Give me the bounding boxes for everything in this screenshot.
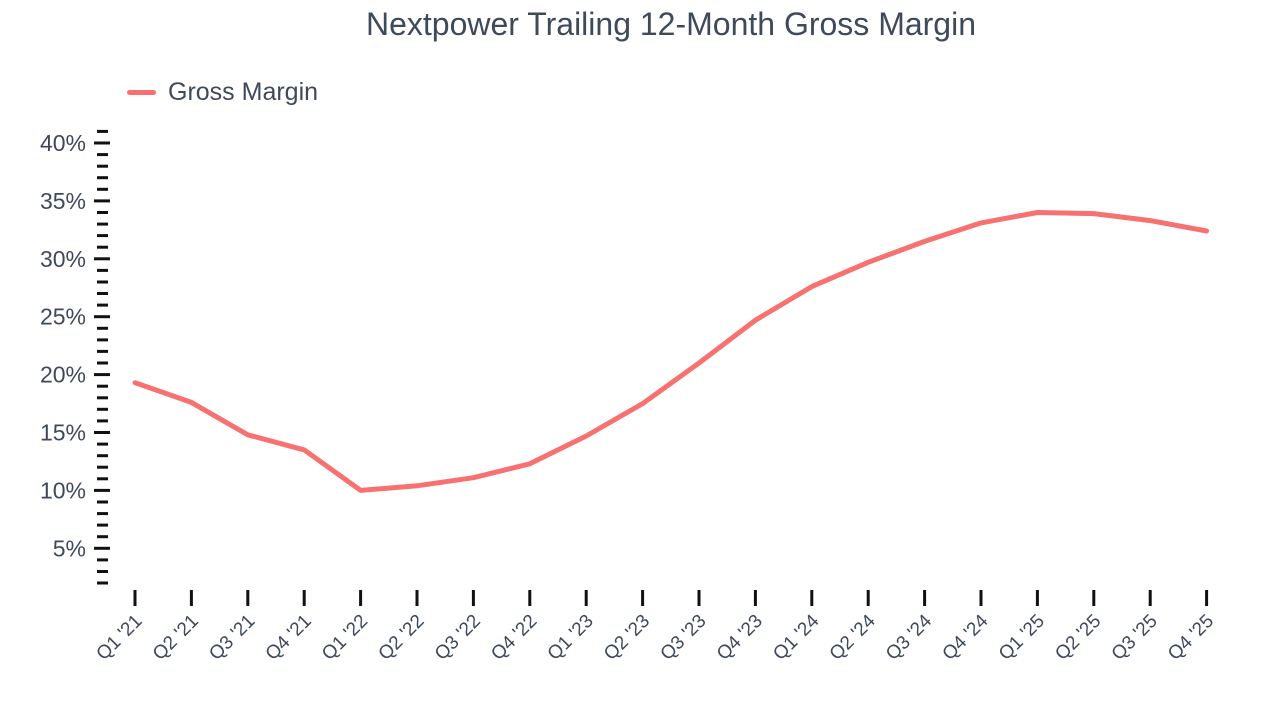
x-axis: Q1 '21 Q2 '21 Q3 '21 Q4 '21 Q1 '22 Q2 '22 Q3 '… bbox=[93, 590, 1218, 665]
x-tick-label: Q4 '25 bbox=[1164, 611, 1218, 665]
x-tick-label: Q4 '23 bbox=[713, 611, 767, 665]
gross-margin-line bbox=[132, 210, 1210, 493]
x-tick-label: Q2 '22 bbox=[375, 611, 429, 665]
x-tick-label: Q3 '25 bbox=[1108, 611, 1162, 665]
y-tick-label: 5% bbox=[53, 535, 86, 561]
chart-title: Nextpower Trailing 12-Month Gross Margin bbox=[365, 6, 976, 42]
legend-line-swatch bbox=[127, 89, 156, 95]
x-tick-label: Q3 '23 bbox=[657, 611, 711, 665]
x-tick-label: Q3 '21 bbox=[205, 611, 259, 665]
x-tick-label: Q1 '25 bbox=[995, 611, 1049, 665]
y-tick-label: 40% bbox=[40, 130, 86, 156]
y-tick-label: 15% bbox=[40, 420, 86, 446]
x-tick-label: Q1 '22 bbox=[318, 611, 372, 665]
x-tick-label: Q2 '24 bbox=[826, 610, 880, 664]
x-tick-label: Q2 '21 bbox=[149, 611, 203, 665]
x-tick-label: Q1 '24 bbox=[769, 610, 823, 664]
y-axis: 5% 10% 15% 20% 25% 30% 35% 40% bbox=[40, 129, 110, 585]
x-tick-label: Q1 '23 bbox=[544, 611, 598, 665]
y-tick-label: 20% bbox=[40, 362, 86, 388]
y-tick-label: 30% bbox=[40, 246, 86, 272]
y-tick-label: 25% bbox=[40, 304, 86, 330]
x-tick-label: Q4 '22 bbox=[487, 611, 541, 665]
x-tick-label: Q2 '25 bbox=[1051, 611, 1105, 665]
x-tick-label: Q3 '24 bbox=[882, 610, 936, 664]
y-tick-label: 35% bbox=[40, 188, 86, 214]
x-tick-label: Q4 '24 bbox=[939, 610, 993, 664]
x-tick-label: Q4 '21 bbox=[262, 611, 316, 665]
x-tick-label: Q2 '23 bbox=[600, 611, 654, 665]
legend-label: Gross Margin bbox=[168, 77, 319, 106]
x-tick-label: Q1 '21 bbox=[93, 611, 147, 665]
legend: Gross Margin bbox=[127, 78, 318, 106]
x-tick-label: Q3 '22 bbox=[431, 611, 485, 665]
y-tick-label: 10% bbox=[40, 477, 86, 503]
